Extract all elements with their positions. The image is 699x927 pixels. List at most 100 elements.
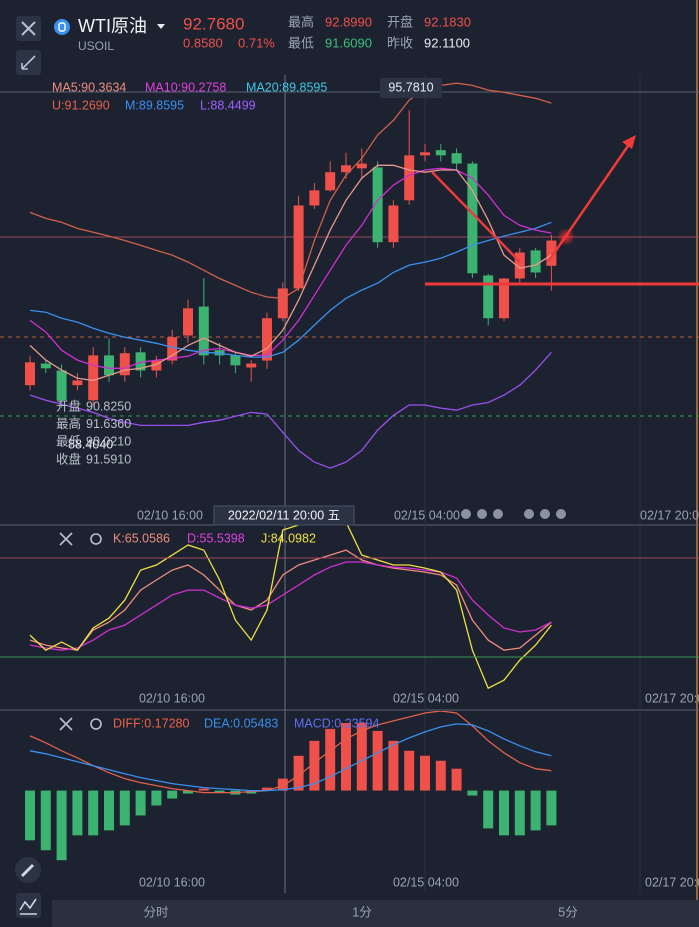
last-price: 92.7680	[183, 14, 244, 33]
tooltip-label: 开盘	[56, 398, 81, 413]
candle-body	[183, 308, 193, 336]
price-change: 0.8580	[183, 35, 223, 50]
symbol-icon-mark	[58, 22, 66, 32]
legend-item: DEA:0.05483	[204, 716, 278, 730]
indicator-line	[29, 221, 552, 358]
draw-tool-button[interactable]	[15, 857, 41, 883]
legend-item: K:65.0586	[113, 531, 170, 545]
chart-panel	[25, 82, 557, 469]
macd-bar	[388, 740, 399, 791]
candle-body	[356, 163, 367, 169]
timeframe-tab[interactable]: 5分	[558, 905, 577, 919]
x-tick-label: 02/15 04:00	[393, 875, 459, 889]
legend-item: L:88.4499	[200, 98, 256, 112]
tooltip-value: 91.6360	[86, 417, 131, 431]
stat-value: 92.8990	[325, 14, 372, 29]
macd-bar	[119, 790, 130, 826]
symbol-dropdown[interactable]	[157, 24, 165, 29]
macd-settings[interactable]	[90, 718, 102, 730]
tooltip-value: 90.8250	[86, 399, 131, 413]
indicator-line	[29, 711, 552, 794]
candle-body	[546, 240, 557, 266]
kdj-settings[interactable]	[90, 533, 102, 545]
stat-label: 昨收	[387, 35, 413, 50]
x-tick-label: 02/15 04:00	[393, 691, 459, 705]
macd-bar	[56, 790, 67, 861]
high-flag	[380, 78, 442, 98]
legend-item: MA5:90.3634	[52, 80, 126, 94]
macd-bar	[309, 740, 320, 791]
candle-body	[135, 352, 146, 371]
collapse-button[interactable]	[16, 50, 41, 75]
legend-item: MA20:89.8595	[246, 80, 327, 94]
tooltip-label: 最低	[56, 435, 82, 449]
kdj-close[interactable]	[59, 532, 73, 546]
macd-bar	[451, 768, 462, 791]
macd-bar	[404, 750, 415, 791]
candle-body	[72, 380, 83, 386]
stat-value: 92.1830	[424, 14, 471, 29]
candle-body	[56, 370, 67, 401]
candle-body	[420, 152, 430, 156]
chart-panel	[25, 711, 557, 861]
crosshair-time-box	[213, 505, 355, 526]
x-tick-label: 02/10 16:00	[139, 875, 205, 889]
macd-bar	[356, 722, 367, 791]
macd-bar	[135, 790, 146, 816]
legend-item: MACD:0.23594	[294, 716, 380, 730]
close-button[interactable]	[16, 16, 41, 41]
price-change-pct: 0.71%	[238, 35, 275, 50]
indicator-line	[29, 167, 552, 369]
candle-body	[104, 355, 114, 376]
candle-body	[88, 355, 99, 401]
x-tick-label: 02/15 04:00	[394, 508, 460, 522]
symbol-name[interactable]: WTI原油	[78, 16, 147, 36]
candle-body	[388, 205, 399, 243]
legend-item: D:55.5398	[187, 531, 245, 545]
indicator-line	[29, 82, 552, 299]
tooltip-label: 收盘	[56, 451, 81, 466]
candle-body	[451, 153, 462, 164]
candle-body	[246, 363, 257, 368]
stat-label: 开盘	[387, 14, 413, 29]
pagination-dots[interactable]	[461, 509, 566, 519]
timeframe-tab[interactable]: 1分	[352, 905, 371, 919]
macd-bar	[151, 790, 162, 806]
stat-value: 91.6090	[325, 35, 372, 50]
macd-bar	[104, 790, 114, 831]
indicator-line	[29, 525, 552, 690]
crosshair-time: 2022/02/11 20:00 五	[228, 508, 340, 522]
x-tick-label: 02/10 16:00	[137, 508, 203, 522]
stat-label: 最低	[288, 35, 314, 50]
timeframe-tab[interactable]: 分时	[143, 905, 169, 919]
x-tick-label: 02/17 20:00	[645, 691, 699, 705]
indicator-line	[29, 723, 552, 792]
symbol-code: USOIL	[78, 39, 114, 53]
candle-body	[151, 360, 162, 371]
macd-bar	[277, 778, 288, 791]
candle-body	[341, 165, 351, 173]
indicator-line	[29, 549, 552, 651]
macd-bar	[198, 788, 209, 791]
indicator-button[interactable]	[16, 893, 41, 918]
macd-bar	[293, 755, 304, 791]
candle-body	[325, 172, 336, 191]
chart-panel	[29, 525, 552, 690]
candle-body	[309, 190, 320, 206]
candle-body	[483, 275, 494, 319]
macd-bar	[483, 790, 494, 829]
annotations	[425, 135, 699, 286]
macd-bar	[435, 760, 446, 791]
indicator-line	[29, 164, 552, 382]
indicator-line	[29, 561, 552, 651]
macd-close[interactable]	[59, 717, 73, 731]
candle-body	[277, 288, 288, 319]
macd-bar	[467, 790, 478, 796]
macd-bar	[25, 790, 35, 841]
high-flag-label: 95.7810	[388, 80, 433, 94]
macd-bar	[183, 790, 193, 794]
candle-body	[198, 306, 209, 356]
macd-bar	[40, 790, 51, 851]
x-tick-label: 02/17 20:00	[645, 875, 699, 889]
macd-bar	[167, 790, 178, 799]
